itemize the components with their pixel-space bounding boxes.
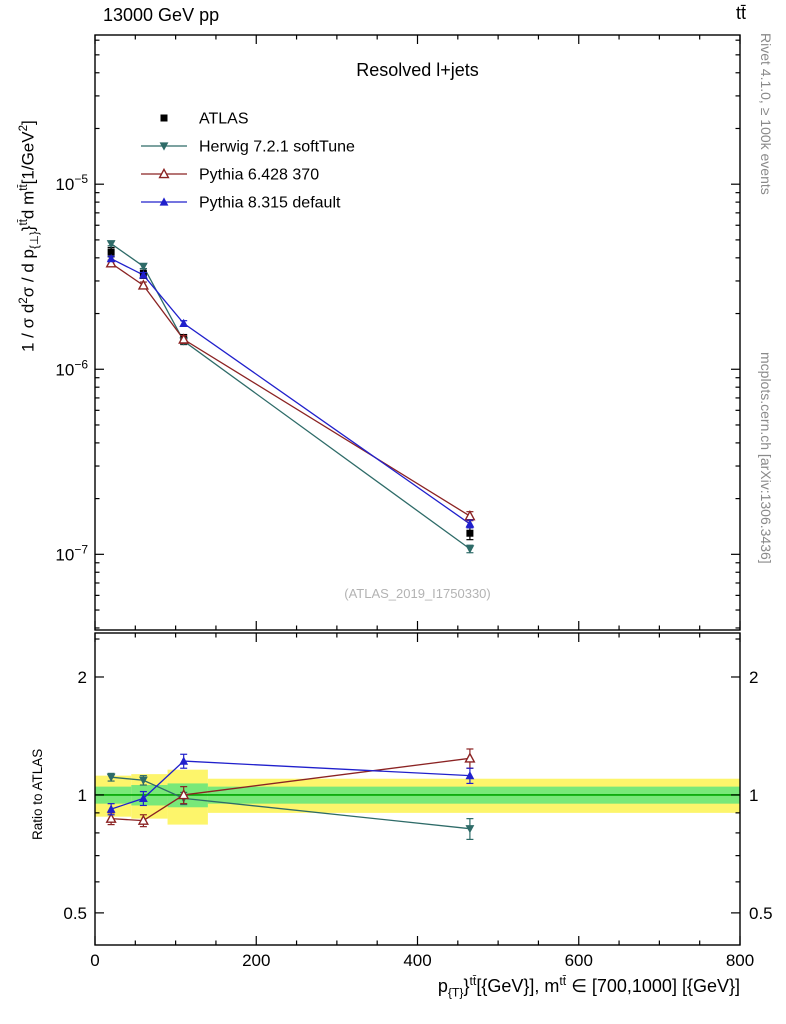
svg-text:0.5: 0.5 [63, 904, 87, 923]
svg-text:2: 2 [749, 668, 758, 687]
rivet-version-label: Rivet 4.1.0, ≥ 100k events [758, 33, 774, 195]
top-y-axis-label: 1 / σ d2σ / d p{⊥}}tt̄d mtt̄[1/GeV2] [18, 120, 42, 352]
legend-item: ATLAS [160, 111, 249, 128]
svg-text:ATLAS: ATLAS [199, 111, 249, 128]
svg-text:10−6: 10−6 [55, 357, 88, 379]
x-axis-label: p{T}}tt̄[{GeV}], mtt̄ ∈ [700,1000] [{GeV… [437, 974, 740, 1000]
uncertainty-bands [95, 769, 740, 825]
svg-text:1: 1 [749, 786, 758, 805]
svg-text:Herwig 7.2.1 softTune: Herwig 7.2.1 softTune [199, 139, 355, 156]
svg-text:0: 0 [90, 951, 99, 970]
ratio-y-axis-label: Ratio to ATLAS [30, 748, 45, 840]
svg-text:400: 400 [403, 951, 431, 970]
legend-item: Pythia 6.428 370 [141, 167, 319, 184]
analysis-watermark: (ATLAS_2019_I1750330) [344, 586, 491, 601]
mcplots-credit-label: mcplots.cern.ch [arXiv:1306.3436] [758, 352, 774, 564]
plot-title: Resolved l+jets [356, 60, 479, 80]
beam-energy-label: 13000 GeV pp [103, 5, 220, 25]
legend: ATLAS Herwig 7.2.1 softTune Pythia 6.428 3… [141, 111, 355, 212]
legend-item: Herwig 7.2.1 softTune [141, 139, 355, 156]
svg-text:0.5: 0.5 [749, 904, 773, 923]
axis-tick-labels: 10−5 10−6 10−7 2 2 1 1 0.5 0.5 0 200 400 600 800 [55, 172, 772, 970]
process-label: tt̄ [735, 3, 746, 23]
svg-text:2: 2 [78, 668, 87, 687]
top-panel-series [105, 240, 476, 554]
svg-text:Pythia 8.315 default: Pythia 8.315 default [199, 195, 341, 212]
legend-item: Pythia 8.315 default [141, 195, 341, 212]
svg-text:10−7: 10−7 [55, 542, 88, 564]
svg-text:800: 800 [726, 951, 754, 970]
axes [94, 34, 741, 946]
svg-text:1: 1 [78, 786, 87, 805]
svg-text:600: 600 [565, 951, 593, 970]
svg-text:200: 200 [242, 951, 270, 970]
ratio-panel-series [105, 748, 476, 841]
svg-text:10−5: 10−5 [55, 172, 88, 194]
svg-text:Pythia 6.428 370: Pythia 6.428 370 [199, 167, 319, 184]
